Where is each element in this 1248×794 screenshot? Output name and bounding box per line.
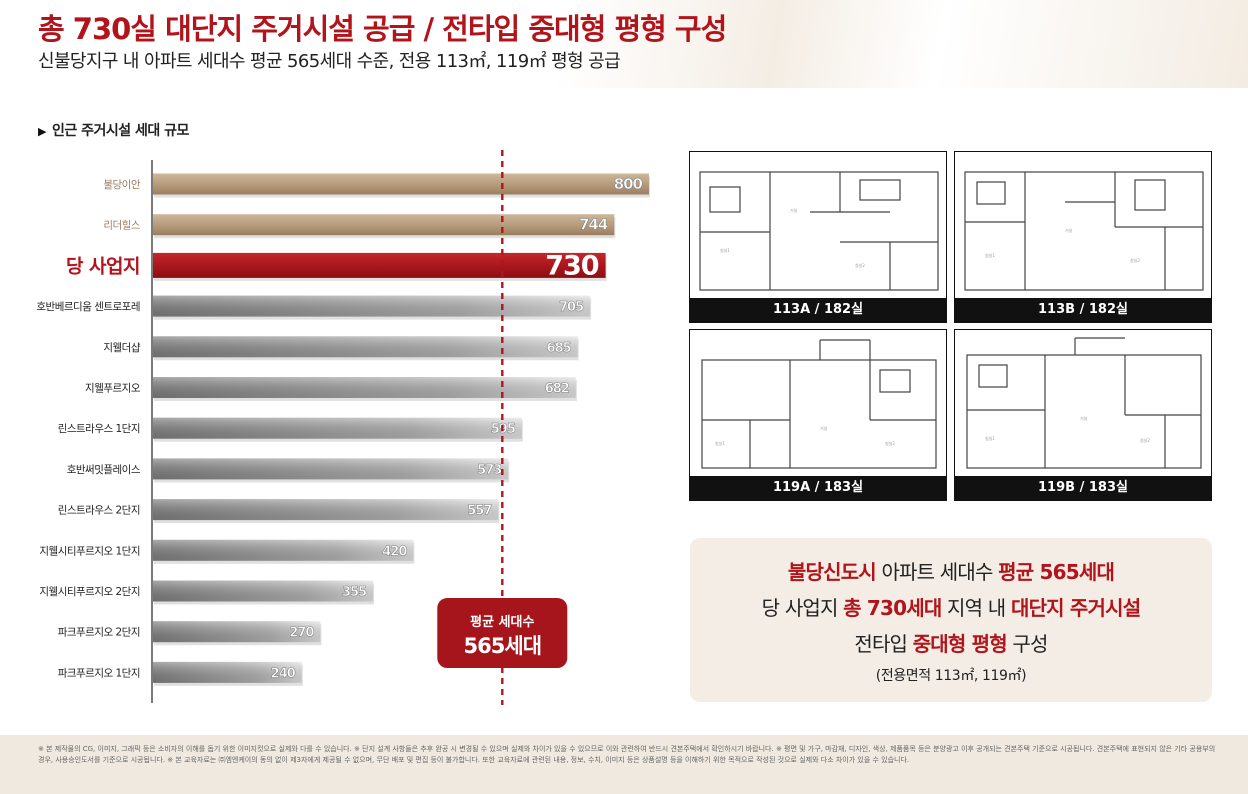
- summary-highlight: 평균 565세대: [998, 560, 1115, 584]
- summary-line-3: 전타입 중대형 평형 구성: [690, 628, 1212, 657]
- svg-text:침실2: 침실2: [855, 262, 865, 268]
- svg-text:거실: 거실: [1080, 415, 1088, 421]
- summary-line-1: 불당신도시 아파트 세대수 평균 565세대: [690, 556, 1212, 585]
- category-label: 파크푸르지오 1단지: [58, 667, 140, 679]
- floorplan-label: 113A / 182실: [690, 298, 946, 322]
- svg-text:침실1: 침실1: [715, 440, 725, 446]
- summary-highlight: 대단지 주거시설: [1010, 596, 1141, 620]
- section-label-text: 인근 주거시설 세대 규모: [51, 123, 189, 139]
- category-label: 당 사업지: [66, 255, 140, 277]
- summary-text: 전타입: [854, 632, 913, 656]
- summary-line-4: (전용면적 113㎡, 119㎡): [875, 668, 1027, 684]
- floorplan-label: 113B / 182실: [955, 298, 1211, 322]
- value-label: 557: [467, 504, 492, 519]
- category-label: 지웰더샵: [103, 342, 140, 354]
- category-label: 호반써밋플레이스: [67, 464, 141, 476]
- bar-sheen: [153, 295, 591, 317]
- bar-0: [153, 173, 649, 195]
- category-label: 호반베르디움 센트로포레: [36, 301, 140, 313]
- bar-sheen: [153, 621, 321, 643]
- value-label: 573: [477, 463, 502, 478]
- floorplan-label: 119A / 183실: [690, 476, 946, 500]
- disclaimer-text: ※ 본 제작물의 CG, 이미지, 그래픽 등은 소비자의 이해를 돕기 위한 …: [38, 745, 1216, 764]
- summary-box: 불당신도시 아파트 세대수 평균 565세대 당 사업지 총 730세대 지역 …: [690, 538, 1212, 702]
- value-label: 420: [382, 544, 407, 559]
- average-badge-value: 565세대: [464, 634, 541, 658]
- category-label: 불당이안: [103, 179, 140, 191]
- bar-sheen: [153, 417, 522, 439]
- bar-sheen: [153, 377, 576, 398]
- summary-highlight: 불당신도시: [787, 560, 877, 584]
- bar-sheen: [153, 336, 578, 358]
- summary-line-2: 당 사업지 총 730세대 지역 내 대단지 주거시설: [690, 592, 1212, 621]
- floorplan-label: 119B / 183실: [955, 476, 1211, 500]
- section-label: ▶ 인근 주거시설 세대 규모: [38, 120, 189, 140]
- bar-sheen: [153, 661, 302, 683]
- household-bar-chart: 불당이안 800 리더힐스 744 당 사업지 730 호반베르디움 센트로포레 705 지웰더…: [36, 150, 650, 705]
- svg-text:침실2: 침실2: [1130, 257, 1140, 263]
- svg-text:침실1: 침실1: [720, 247, 730, 253]
- value-label: 355: [342, 585, 367, 600]
- page-subtitle: 신불당지구 내 아파트 세대수 평균 565세대 수준, 전용 113㎡, 11…: [38, 51, 621, 72]
- floorplan-grid: 거실 침실1 침실2 113A / 182실 거실 침실1 침실2 113B / 182…: [689, 151, 1213, 509]
- bar-sheen: [153, 499, 499, 521]
- page-title: 총 730실 대단지 주거시설 공급 / 전타입 중대형 평형 구성: [38, 12, 727, 46]
- value-label: 744: [579, 216, 608, 234]
- category-label: 파크푸르지오 2단지: [58, 627, 140, 639]
- footer-disclaimer: ※ 본 제작물의 CG, 이미지, 그래픽 등은 소비자의 이해를 돕기 위한 …: [0, 735, 1248, 794]
- summary-highlight: 중대형 평형: [912, 632, 1008, 656]
- svg-text:거실: 거실: [1065, 227, 1073, 233]
- value-label: 730: [545, 250, 599, 281]
- bar-sheen: [153, 539, 414, 561]
- category-label: 지웰시티푸르지오 1단지: [39, 545, 140, 557]
- bar-sheen: [153, 458, 509, 480]
- header-band: 총 730실 대단지 주거시설 공급 / 전타입 중대형 평형 구성 신불당지구…: [0, 0, 1248, 88]
- value-label: 685: [547, 341, 572, 356]
- svg-text:침실1: 침실1: [985, 252, 995, 258]
- svg-text:거실: 거실: [820, 425, 828, 431]
- category-label: 지웰푸르지오: [85, 383, 141, 395]
- value-label: 705: [559, 300, 584, 315]
- average-badge-title: 평균 세대수: [470, 614, 534, 630]
- summary-text: 아파트 세대수: [875, 560, 999, 584]
- svg-text:거실: 거실: [790, 207, 798, 213]
- category-label: 지웰시티푸르지오 2단지: [39, 586, 140, 598]
- svg-text:침실2: 침실2: [1140, 437, 1150, 443]
- bar-sheen: [153, 580, 374, 602]
- average-badge: [437, 598, 568, 668]
- triangle-bullet-icon: ▶: [38, 125, 46, 138]
- category-label: 리더힐스: [103, 219, 140, 232]
- svg-text:침실2: 침실2: [885, 440, 895, 446]
- summary-text: 구성: [1006, 632, 1048, 656]
- bar-1: [153, 214, 615, 236]
- summary-highlight: 총 730세대: [843, 596, 942, 620]
- value-label: 270: [289, 626, 314, 641]
- value-label: 595: [491, 422, 516, 437]
- value-label: 682: [545, 382, 569, 397]
- value-label: 800: [614, 175, 643, 193]
- category-label: 린스트라우스 1단지: [58, 423, 140, 435]
- bar-2: [153, 252, 606, 278]
- svg-text:침실1: 침실1: [985, 435, 995, 441]
- category-label: 린스트라우스 2단지: [58, 505, 140, 517]
- summary-text: 지역 내: [941, 596, 1011, 620]
- value-label: 240: [271, 666, 296, 681]
- summary-text: 당 사업지: [761, 596, 844, 620]
